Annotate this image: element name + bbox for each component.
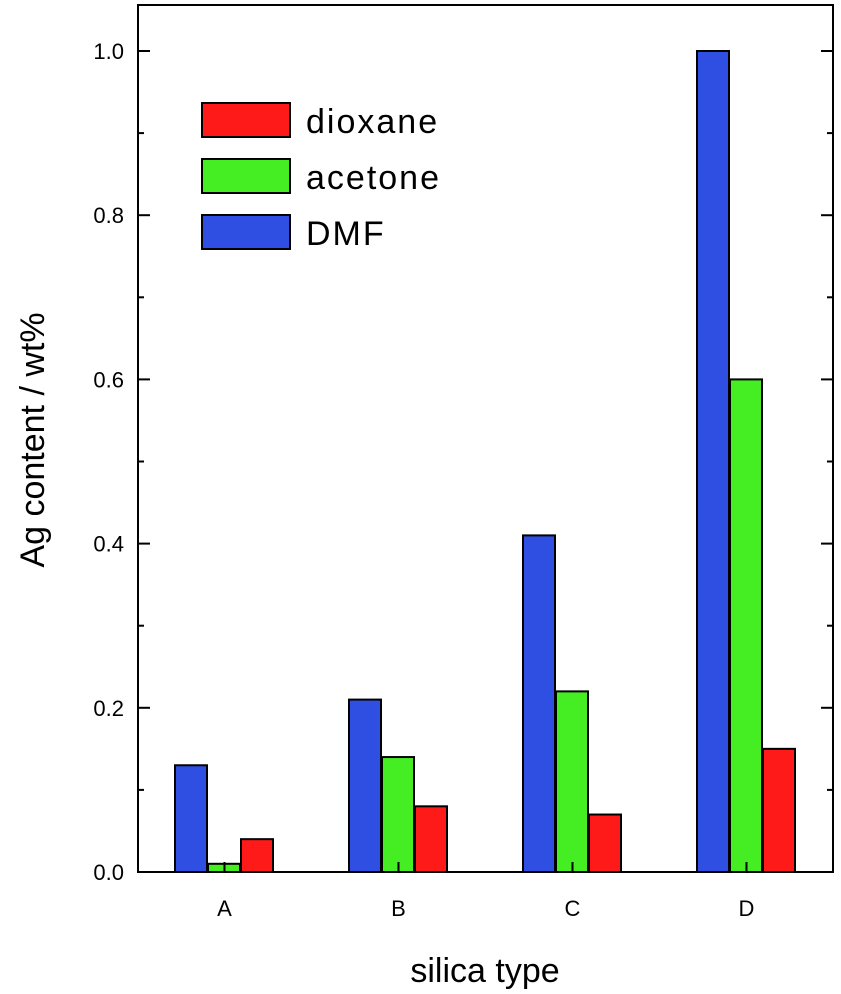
bar-acetone-c xyxy=(555,690,589,873)
x-axis-title: silica type xyxy=(410,952,559,990)
bar-acetone-b xyxy=(381,756,415,873)
y-tick-label: 0.8 xyxy=(93,203,124,228)
y-tick-label: 0.6 xyxy=(93,367,124,392)
bar-dmf-a xyxy=(174,764,208,874)
y-axis-title: Ag content / wt% xyxy=(14,312,52,567)
y-tick-label: 0.2 xyxy=(93,696,124,721)
legend-swatch-dmf xyxy=(201,214,291,250)
bar-marks xyxy=(174,50,796,874)
bar-dioxane-d xyxy=(762,747,796,873)
bar-acetone-d xyxy=(729,378,763,873)
bar-dmf-b xyxy=(348,698,382,874)
legend-label-acetone: acetone xyxy=(306,159,441,197)
x-tick-label: A xyxy=(217,896,232,921)
bar-dmf-c xyxy=(522,534,556,873)
x-tick-label: D xyxy=(739,896,755,921)
y-axis-ticks: 0.0 0.2 0.4 0.6 0.8 1.0 xyxy=(93,39,833,885)
legend-swatch-dioxane xyxy=(201,102,291,138)
bar-dioxane-b xyxy=(414,805,448,874)
bar-dioxane-a xyxy=(240,838,274,873)
bar-dioxane-c xyxy=(588,813,622,874)
legend: dioxane acetone DMF xyxy=(201,102,441,253)
plot-frame xyxy=(137,4,834,873)
legend-label-dioxane: dioxane xyxy=(306,103,439,141)
y-tick-label: 0.0 xyxy=(93,860,124,885)
legend-label-dmf: DMF xyxy=(306,215,386,253)
y-tick-label: 0.4 xyxy=(93,532,124,557)
x-axis-labels: A B C D xyxy=(217,862,754,921)
x-tick-label: C xyxy=(565,896,581,921)
x-tick-label: B xyxy=(391,896,406,921)
y-tick-label: 1.0 xyxy=(93,39,124,64)
bar-dmf-d xyxy=(696,50,730,873)
legend-swatch-acetone xyxy=(201,158,291,194)
